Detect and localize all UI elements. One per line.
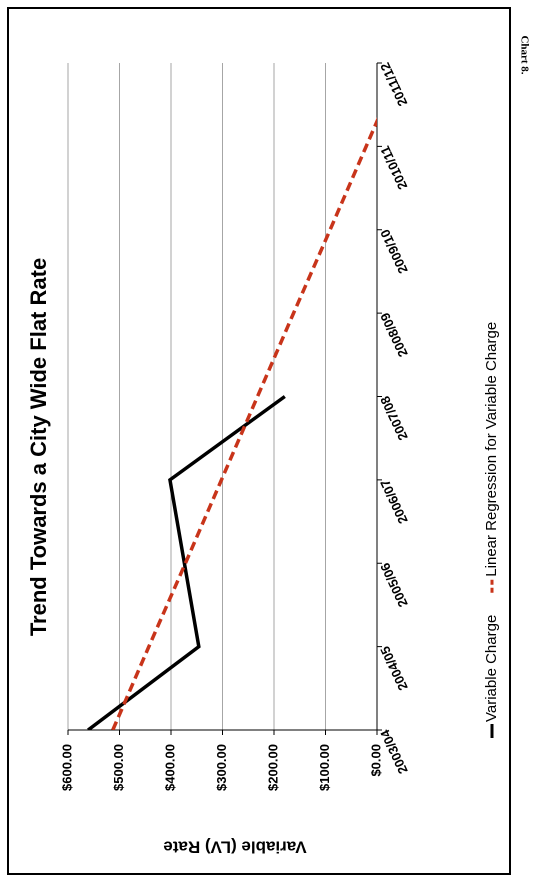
series-line — [111, 116, 377, 730]
caption: Chart 8. — [518, 35, 530, 74]
y-tick-label: $200.00 — [265, 744, 280, 791]
y-tick-label: $400.00 — [162, 744, 177, 791]
y-tick-label: $500.00 — [111, 744, 126, 791]
x-tick-label: 2006/07 — [377, 477, 410, 526]
x-tick-label: 2005/06 — [377, 561, 410, 610]
y-tick-label: $300.00 — [214, 744, 229, 791]
y-tick-label: $100.00 — [317, 744, 332, 791]
y-tick-label: $0.00 — [368, 744, 383, 777]
x-tick-label: 2004/05 — [377, 644, 410, 693]
x-tick-label: 2009/10 — [377, 227, 410, 276]
x-tick-label: 2008/09 — [377, 310, 410, 359]
chart-frame — [7, 7, 511, 875]
chart-title: Trend Towards a City Wide Flat Rate — [26, 258, 51, 636]
y-axis-title: Variable (LV) Rate — [163, 838, 306, 857]
x-tick-label: 2011/12 — [377, 60, 410, 108]
y-tick-label: $600.00 — [59, 744, 74, 791]
legend: Variable Charge Linear Regression for Var… — [483, 322, 500, 738]
x-tick-label: 2007/08 — [377, 394, 410, 443]
legend-label: Variable Charge — [483, 615, 500, 722]
legend-label: Linear Regression for Variable Charge — [483, 322, 500, 577]
x-tick-label: 2010/11 — [377, 144, 410, 192]
series-line — [87, 395, 286, 730]
